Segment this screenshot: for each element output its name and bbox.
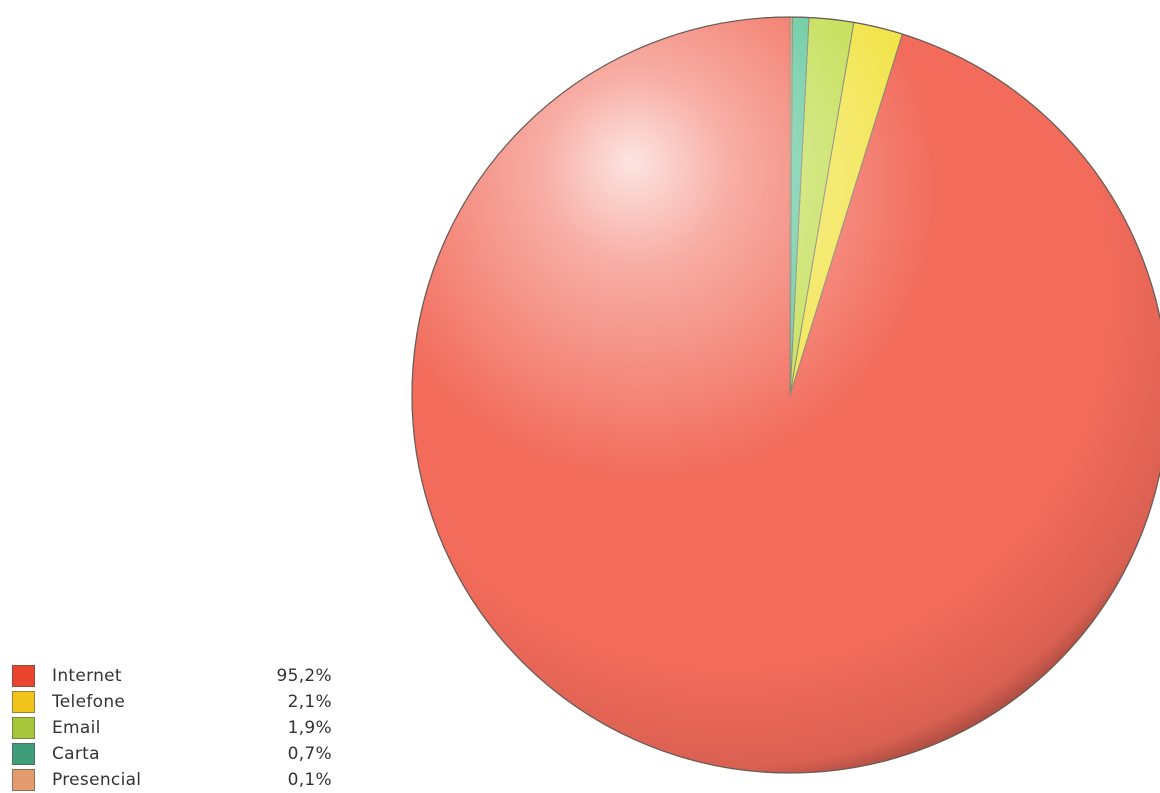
legend-item-email: Email 1,9% [12, 715, 332, 741]
legend-item-internet: Internet 95,2% [12, 663, 332, 689]
legend-label-internet: Internet [52, 666, 122, 686]
legend-swatch-telefone [12, 691, 35, 713]
legend-value-telefone: 2,1% [287, 692, 332, 712]
legend-swatch-carta [12, 743, 35, 765]
legend-value-carta: 0,7% [287, 744, 332, 764]
pie-outline [411, 16, 1160, 774]
legend-swatch-internet [12, 665, 35, 687]
legend-item-presencial: Presencial 0,1% [12, 767, 332, 793]
legend-label-presencial: Presencial [52, 770, 142, 790]
legend-value-internet: 95,2% [276, 666, 332, 686]
legend-swatch-email [12, 717, 35, 739]
legend: Internet 95,2% Telefone 2,1% Email 1,9% … [12, 663, 332, 793]
legend-label-carta: Carta [52, 744, 100, 764]
legend-value-email: 1,9% [287, 718, 332, 738]
legend-label-telefone: Telefone [52, 692, 126, 712]
legend-item-carta: Carta 0,7% [12, 741, 332, 767]
pie-shade-overlay [412, 17, 1160, 773]
legend-value-presencial: 0,1% [287, 770, 332, 790]
legend-swatch-presencial [12, 769, 35, 791]
legend-item-telefone: Telefone 2,1% [12, 689, 332, 715]
legend-label-email: Email [52, 718, 101, 738]
